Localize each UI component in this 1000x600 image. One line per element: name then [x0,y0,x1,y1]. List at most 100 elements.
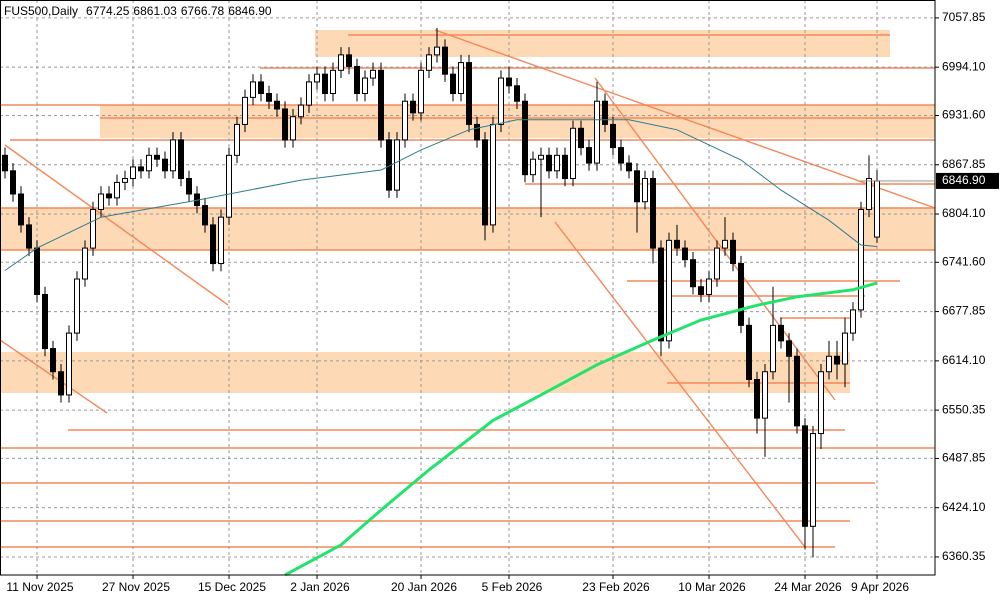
y-tick-label: 6741.60 [942,254,986,268]
candle-body [530,158,536,176]
candle-body [130,166,136,180]
candle-body [706,278,712,295]
y-tick-label: 6424.10 [942,500,986,514]
candle-body [762,371,768,419]
candle-body [354,65,360,95]
zone [100,105,935,138]
moving-average [4,119,878,271]
candle-body [330,69,336,95]
candle-body [642,178,648,203]
y-tick-label: 6677.85 [942,304,986,318]
candle-body [442,46,448,75]
candle-body [714,247,720,280]
candle-body [834,355,840,365]
y-tick-label: 6994.10 [942,59,986,73]
candle-body [874,180,880,238]
candle-body [842,332,848,365]
trend-line [554,221,806,548]
y-tick-label: 6867.85 [942,157,986,171]
candle-body [178,139,184,180]
current-price-box [936,172,999,189]
candle-body [114,181,120,199]
candle-body [314,73,320,83]
candle-body [618,147,624,164]
zone [315,30,890,57]
candle-body [346,54,352,67]
candle-body [106,193,112,199]
candle-body [666,239,672,342]
candle-body [74,278,80,334]
candle-body [506,77,512,87]
candle-body [274,100,280,110]
candle-body [514,85,520,102]
candle-body [746,324,752,380]
candle-body [498,77,504,125]
candle-body [450,73,456,95]
y-tick-label: 6931.60 [942,108,986,122]
candle-body [162,158,168,172]
candle-body [546,154,552,172]
candle-body [242,96,248,125]
candle-body [826,355,832,373]
candle-body [754,378,760,419]
candle-body [322,73,328,95]
candle-body [722,239,728,249]
candle-body [634,170,640,203]
candle-body [418,69,424,114]
current-price-label: 6846.90 [942,173,986,187]
x-tick-label: 10 Mar 2026 [678,580,746,594]
candle-body [138,166,144,172]
candle-body [226,154,232,218]
candle-body [594,100,600,164]
candle-body [658,247,664,342]
candle-body [370,69,376,79]
candle-body [258,81,264,95]
candle-body [858,208,864,311]
candle-body [234,123,240,156]
moving-average [284,281,878,577]
candle-body [18,193,24,226]
candle-body [250,81,256,98]
candle-body [394,139,400,191]
trend-line [594,77,836,401]
x-tick-label: 15 Dec 2025 [198,580,266,594]
y-tick-label: 6487.85 [942,451,986,465]
candle-body [98,193,104,210]
x-tick-label: 23 Feb 2026 [582,580,650,594]
candle-body [770,324,776,373]
x-tick-label: 24 Mar 2026 [774,580,842,594]
candle-body [522,100,528,176]
candle-body [362,77,368,95]
x-tick-label: 11 Nov 2025 [6,580,73,594]
x-tick-label: 27 Nov 2025 [102,580,170,594]
candle-body [538,154,544,160]
candle-body [866,178,872,210]
candle-body [490,123,496,226]
candle-body [690,259,696,288]
zone [0,352,850,393]
candle-body [562,154,568,180]
candle-body [26,224,32,249]
candle-body [410,100,416,114]
candle-body [586,147,592,164]
candle-body [266,93,272,102]
candle-body [146,154,152,172]
close-value: 6846.90 [228,4,272,18]
candle-body [570,127,576,180]
candle-body [674,239,680,249]
candle-body [610,123,616,149]
candle-body [90,208,96,249]
candle-body [698,286,704,295]
candle-body [458,62,464,95]
candle-body [786,340,792,357]
x-tick-label: 5 Feb 2026 [482,580,543,594]
candle-body [426,54,432,71]
candle-body [810,433,816,527]
y-tick-label: 6614.10 [942,353,986,367]
candle-body [154,154,160,160]
candle-body [850,309,856,334]
y-tick-label: 6360.35 [942,549,986,563]
candle-body [34,247,40,295]
candle-body [578,127,584,149]
